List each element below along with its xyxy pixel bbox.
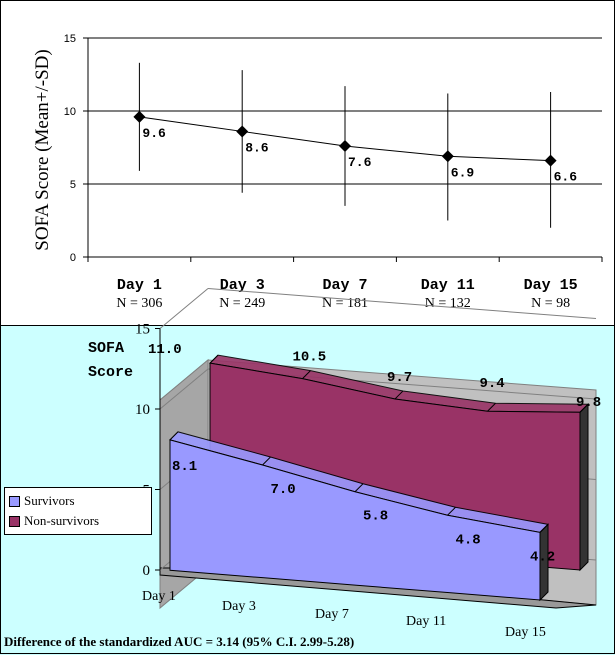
x-tick-label-day-1: Day 1 xyxy=(117,277,162,294)
y-tick-label-10: 10 xyxy=(64,106,76,118)
x3d-tick-label-day-15: Day 15 xyxy=(505,625,546,640)
data-label-day-15: 6.6 xyxy=(554,170,578,185)
legend-item-non-survivors: Non-survivors xyxy=(9,512,99,530)
survivors-point-day-1 xyxy=(169,431,179,441)
y-tick-label-0: 0 xyxy=(70,252,76,264)
survivors-label-day-1: 8.1 xyxy=(172,459,197,475)
survivors-label-day-3: 7.0 xyxy=(271,482,296,498)
data-label-day-11: 6.9 xyxy=(451,165,475,180)
survivors-point-day-15 xyxy=(539,524,549,533)
auc-annotation: Difference of the standardized AUC = 3.1… xyxy=(4,634,355,649)
data-label-day-3: 8.6 xyxy=(245,140,269,155)
y-tick-label-5: 5 xyxy=(70,179,76,191)
x-tick-label-day-3: Day 3 xyxy=(220,277,265,294)
marker-day-1 xyxy=(133,110,146,123)
non-survivors-point-day-7 xyxy=(394,390,404,400)
line-chart: 0 5 10 15 Day 1 N = 306 Day 3 N = 249 Day 7 N = 1… xyxy=(32,33,603,311)
legend-swatch-survivors xyxy=(9,495,20,507)
x-tick-label-day-11: Day 11 xyxy=(421,277,475,294)
y3d-gridline-left-15 xyxy=(159,288,209,329)
top-panel xyxy=(0,0,615,325)
marker-day-15 xyxy=(544,154,557,167)
y3d-tick-label-15: 15 xyxy=(135,322,150,338)
survivors-label-day-7: 5.8 xyxy=(363,509,388,525)
x3d-tick-label-day-1: Day 1 xyxy=(142,589,176,604)
non-survivors-point-day-3 xyxy=(302,370,311,379)
non-survivors-label-day-15: 9.8 xyxy=(576,395,601,411)
survivors-label-day-15: 4.2 xyxy=(530,549,555,565)
x-sublabel-day-11: N = 132 xyxy=(425,296,471,311)
y-axis-title: SOFA Score (Mean+/-SD) xyxy=(32,49,53,250)
y3d-tick-label-10: 10 xyxy=(135,402,150,418)
y-tick-label-15: 15 xyxy=(64,33,76,45)
legend: Survivors Non-survivors xyxy=(4,487,152,535)
non-survivors-point-day-15 xyxy=(579,403,589,413)
legend-label-non-survivors: Non-survivors xyxy=(24,513,100,528)
survivors-point-day-7 xyxy=(354,483,364,493)
x-tick-label-day-7: Day 7 xyxy=(322,277,367,294)
x-sublabel-day-3: N = 249 xyxy=(219,296,265,311)
survivors-point-day-3 xyxy=(262,456,271,466)
legend-item-survivors: Survivors xyxy=(9,492,75,510)
x-sublabel-day-15: N = 98 xyxy=(531,296,570,311)
x-sublabel-day-1: N = 306 xyxy=(116,296,162,311)
x3d-tick-label-day-7: Day 7 xyxy=(315,607,349,622)
y3d-tick-label-0: 0 xyxy=(143,563,151,579)
x3d-tick-label-day-3: Day 3 xyxy=(222,599,256,614)
non-survivors-label-day-3: 10.5 xyxy=(293,350,327,366)
legend-swatch-non-survivors xyxy=(9,515,20,527)
x-tick-label-day-15: Day 15 xyxy=(524,277,578,294)
marker-day-7 xyxy=(339,140,351,153)
y-axis-title-line-2: Score xyxy=(88,364,133,381)
legend-label-survivors: Survivors xyxy=(24,493,75,508)
non-survivors-point-day-1 xyxy=(209,354,219,364)
data-label-day-7: 7.6 xyxy=(348,155,372,170)
non-survivors-point-day-11 xyxy=(487,402,496,412)
non-survivors-label-day-7: 9.7 xyxy=(387,370,412,386)
survivors-front-face xyxy=(169,439,541,601)
x3d-tick-label-day-11: Day 11 xyxy=(406,614,446,629)
data-label-day-1: 9.6 xyxy=(142,126,166,141)
survivors-label-day-11: 4.8 xyxy=(456,532,481,548)
y3d-gridline-left-10 xyxy=(159,368,209,410)
non-survivors-label-day-1: 11.0 xyxy=(148,342,182,358)
marker-day-11 xyxy=(441,150,454,163)
survivors-point-day-11 xyxy=(447,506,456,516)
marker-day-3 xyxy=(236,125,249,138)
non-survivors-label-day-11: 9.4 xyxy=(480,376,505,392)
y-axis-title-line-1: SOFA xyxy=(88,340,124,357)
y3d-gridline-back-15 xyxy=(207,288,597,319)
